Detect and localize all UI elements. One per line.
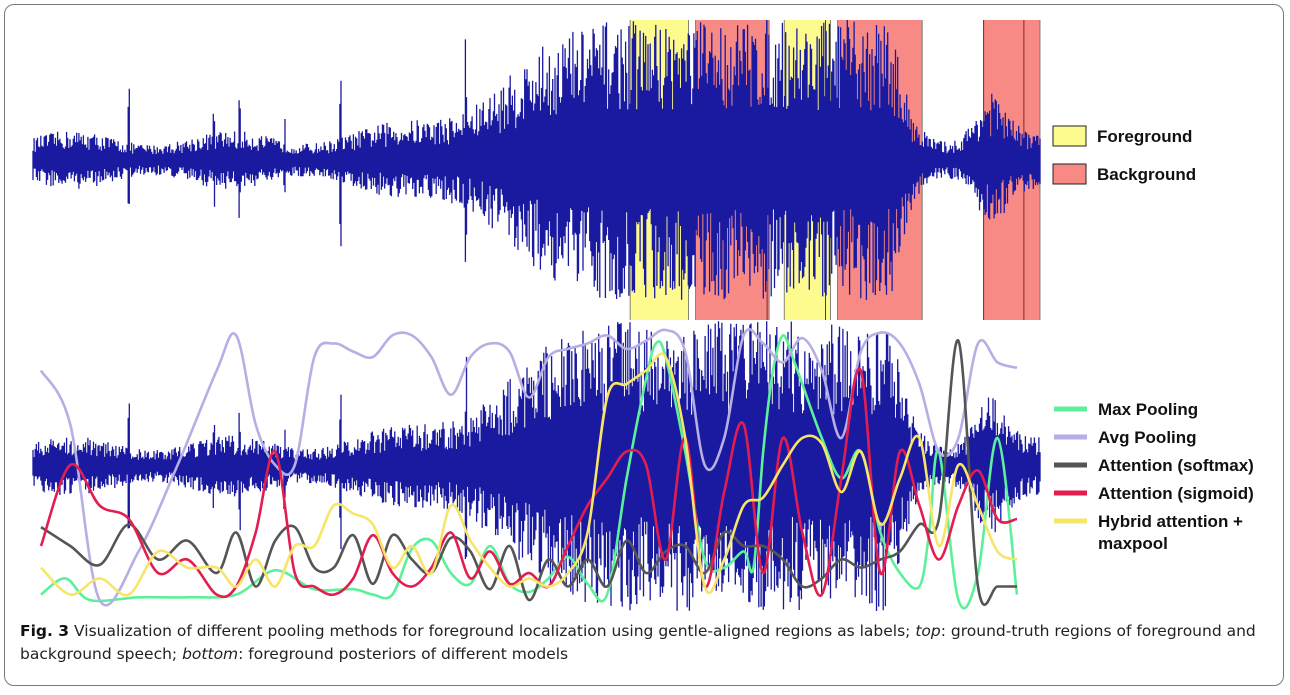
top-legend: Foreground Background: [1052, 125, 1196, 185]
legend-label-hybrid-attention-maxpool: maxpool: [1098, 534, 1168, 553]
bottom-legend: Max Pooling Avg Pooling Attention (softmax…: [1054, 400, 1254, 553]
legend-label-foreground: Foreground: [1097, 127, 1192, 146]
legend-label-avg-pooling: Avg Pooling: [1098, 428, 1197, 447]
legend-swatch-foreground: [1052, 125, 1087, 147]
figure-caption: Fig. 3 Visualization of different poolin…: [20, 620, 1270, 666]
waveform-bottom: [32, 321, 1041, 611]
caption-text-1: Visualization of different pooling metho…: [69, 622, 916, 640]
caption-top-word: top: [915, 622, 941, 640]
series-line-avg-pooling: [39, 328, 1018, 607]
legend-label-attention-softmax: Attention (softmax): [1098, 456, 1254, 475]
posterior-lines: [39, 328, 1019, 610]
series-line-attention-sigmoid: [39, 367, 1018, 599]
series-line-attention-softmax: [40, 339, 1017, 606]
series-line-hybrid-attention-maxpool: [40, 352, 1018, 597]
waveform-top: [32, 20, 1041, 300]
caption-label: Fig. 3: [20, 622, 70, 640]
legend-label-max-pooling: Max Pooling: [1098, 400, 1198, 419]
series-line-max-pooling: [40, 334, 1019, 610]
legend-swatch-background: [1052, 163, 1087, 185]
caption-bottom-word: bottom: [182, 645, 239, 663]
legend-label-hybrid-attention-maxpool: Hybrid attention +: [1098, 512, 1243, 531]
legend-label-attention-sigmoid: Attention (sigmoid): [1098, 484, 1254, 503]
caption-text-3: : foreground posteriors of different mod…: [238, 645, 569, 663]
top-waveform-panel: [32, 20, 1041, 320]
legend-label-background: Background: [1097, 165, 1196, 184]
caption-text-2: : ground-truth regions of foreground and…: [20, 622, 1256, 663]
bottom-posterior-panel: [32, 321, 1041, 611]
